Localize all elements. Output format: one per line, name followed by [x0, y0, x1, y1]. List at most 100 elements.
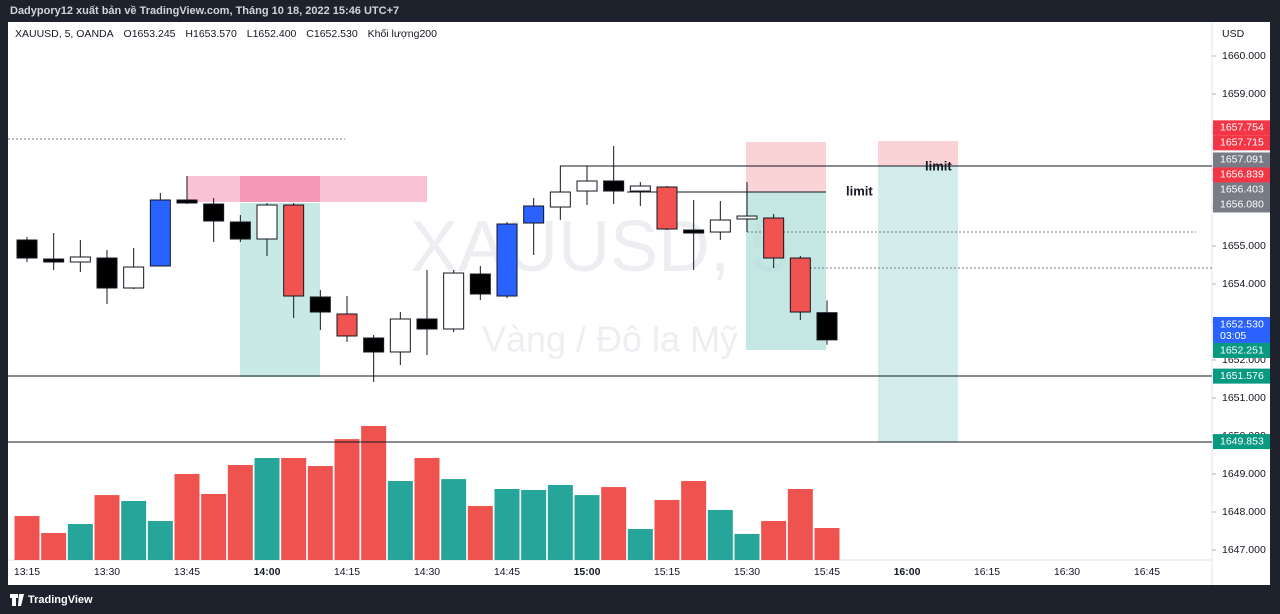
candle-body [736, 215, 758, 220]
watermark-symbol: XAUUSD, 5 [410, 207, 790, 287]
chart-background [8, 22, 1270, 585]
footer-bar [0, 585, 1280, 614]
volume-bar [681, 481, 707, 560]
volume-bar [361, 426, 387, 560]
volume-bar [67, 524, 93, 560]
y-tick-label: 1655.000 [1222, 240, 1266, 252]
volume-bar [494, 489, 520, 560]
y-tick-label: 1659.000 [1222, 88, 1266, 100]
axes: USD 13:15 13:30 13:45 14:00 14:15 14:30 14:45 1… [14, 28, 1270, 578]
target-zone [746, 192, 826, 350]
candle-body [43, 258, 65, 263]
currency-label: USD [1222, 28, 1245, 40]
x-tick-label: 16:30 [1054, 566, 1080, 578]
legend: XAUUSD, 5, OANDA O1653.245 H1653.570 L16… [15, 28, 437, 40]
stop-zone [240, 176, 320, 202]
volume-bar [41, 532, 67, 560]
x-tick-label: 14:45 [494, 566, 520, 578]
price-badge [1213, 342, 1270, 358]
legend-close: C1652.530 [306, 28, 358, 40]
x-tick-label: 14:15 [334, 566, 360, 578]
x-tick-label: 13:45 [174, 566, 200, 578]
price-badge [1213, 120, 1270, 136]
price-badge-label: 1657.091 [1220, 154, 1264, 166]
price-badge [1213, 197, 1270, 213]
volume-bar [707, 509, 733, 560]
x-tick-label: 16:45 [1134, 566, 1160, 578]
candle-body [469, 273, 491, 295]
volume-bar [227, 465, 253, 560]
target-zone [240, 203, 320, 377]
y-tick-label: 1660.000 [1222, 50, 1266, 62]
x-tick-label: 13:15 [14, 566, 40, 578]
stop-zone [746, 142, 826, 192]
countdown-label: 03:05 [1220, 330, 1246, 342]
x-tick-label: 14:30 [414, 566, 440, 578]
volume-bar [307, 465, 333, 560]
candle-body [256, 204, 278, 240]
candle-body [229, 221, 251, 240]
candle-body [16, 239, 38, 259]
candle-body [203, 203, 225, 222]
candle-body [549, 191, 571, 208]
volume-bar [94, 495, 120, 560]
candles [16, 145, 838, 383]
candle-body [763, 217, 785, 259]
drawings: limit limit [8, 138, 1212, 443]
candle-body [523, 205, 545, 224]
legend-high: H1653.570 [185, 28, 237, 40]
volume-bar [467, 505, 493, 560]
candle-body [576, 180, 598, 192]
x-tick-label: 14:00 [254, 566, 281, 578]
volume-bar [574, 495, 600, 560]
candle-body [656, 186, 678, 230]
candle-body [96, 257, 118, 289]
limit-label: limit [925, 158, 952, 173]
x-tick-label: 15:45 [814, 566, 840, 578]
price-badge-label: 1652.251 [1220, 344, 1264, 356]
price-badge-label: 1656.080 [1220, 199, 1264, 211]
candle-body [416, 318, 438, 330]
price-badge [1213, 316, 1270, 343]
x-tick-label: 16:00 [894, 566, 921, 578]
candle-body [709, 219, 731, 233]
candle-body [69, 256, 91, 263]
volume-bar [387, 481, 413, 560]
legend-volume-value: 200 [419, 28, 437, 40]
candle-body [816, 312, 838, 341]
x-tick-label: 16:15 [974, 566, 1000, 578]
volume-bar [121, 500, 147, 560]
volume-bar [334, 439, 360, 560]
volume-bar [627, 528, 653, 560]
price-badge-label: 1649.853 [1220, 435, 1264, 447]
price-badge [1213, 135, 1270, 151]
legend-open: O1653.245 [123, 28, 176, 40]
price-badge [1213, 368, 1270, 384]
price-badge-label: 1656.839 [1220, 169, 1264, 181]
price-badge-label: 1652.530 [1220, 318, 1264, 330]
volume-bar [547, 485, 573, 560]
volume-bar [14, 516, 40, 560]
volume-bar [201, 493, 227, 560]
limit-label: limit [846, 183, 873, 198]
price-badge-label: 1657.754 [1220, 122, 1264, 134]
price-badge [1213, 182, 1270, 198]
candle-body [123, 266, 145, 289]
price-badge [1213, 152, 1270, 168]
volume-bar [281, 457, 307, 560]
volume-bar [814, 528, 840, 560]
candle-body [176, 199, 198, 204]
candle-body [683, 229, 705, 234]
y-tick-label: 1651.000 [1222, 392, 1266, 404]
candle-body [149, 199, 171, 267]
volume-bar [787, 489, 813, 560]
legend-volume: Khối lượng [367, 28, 420, 40]
candle-body [336, 313, 358, 337]
volume-bar [441, 479, 467, 560]
stop-zone [878, 141, 958, 166]
y-tick-label: 1654.000 [1222, 278, 1266, 290]
volume-pane [14, 426, 840, 560]
x-tick-label: 15:15 [654, 566, 680, 578]
watermark-description: Vàng / Đô la Mỹ [482, 319, 738, 360]
